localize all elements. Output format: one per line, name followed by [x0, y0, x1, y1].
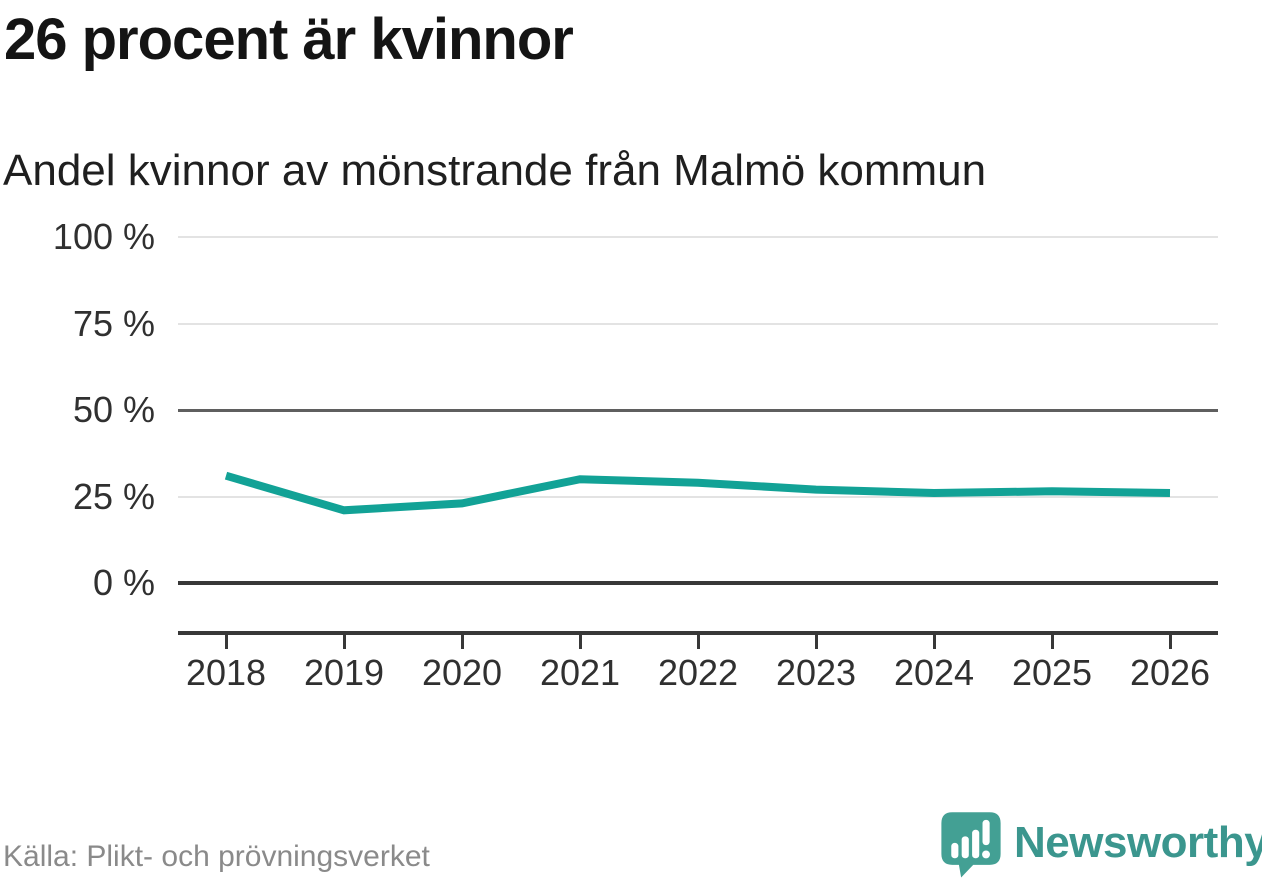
x-axis-tick — [814, 634, 818, 649]
newsworthy-bubble-chart-icon — [941, 812, 1001, 878]
x-axis-tick-label: 2018 — [185, 652, 267, 693]
y-axis-tick-label: 75 % — [72, 302, 155, 344]
x-axis-tick — [696, 634, 700, 649]
x-axis-tick-label: 2026 — [1129, 652, 1211, 693]
x-axis-tick-label: 2025 — [1011, 652, 1093, 693]
x-axis-tick-label: 2023 — [775, 652, 857, 693]
gridline-50 — [178, 408, 1218, 412]
x-axis-tick — [1050, 634, 1054, 649]
series-line-andel-kvinnor — [224, 471, 1171, 515]
gridline-75 — [178, 322, 1218, 325]
data-line-layer — [224, 471, 1171, 515]
x-axis-tick-label: 2024 — [893, 652, 975, 693]
y-axis-tick-label: 0 % — [92, 562, 155, 603]
y-axis-tick-label: 100 % — [52, 216, 155, 257]
newsworthy-logo: Newsworthy — [938, 810, 1262, 879]
x-axis-tick — [224, 634, 228, 649]
y-axis-tick-label: 25 % — [72, 475, 155, 517]
y-axis-tick-label: 50 % — [72, 389, 155, 430]
x-axis-tick-label: 2019 — [303, 652, 385, 693]
x-axis-tick — [460, 634, 464, 649]
x-axis-tick — [1168, 634, 1172, 649]
gridline-0 — [178, 581, 1218, 585]
x-axis-tick — [578, 634, 582, 649]
chart-subtitle: Andel kvinnor av mönstrande från Malmö k… — [3, 146, 987, 195]
newsworthy-wordmark: Newsworthy — [1014, 818, 1262, 867]
x-axis-tick-label: 2022 — [657, 652, 739, 693]
source-note: Källa: Plikt- och prövningsverket — [3, 840, 430, 873]
x-axis-tick — [342, 634, 346, 649]
x-axis-tick-label: 2020 — [421, 652, 503, 693]
chart-title: 26 procent är kvinnor — [4, 7, 574, 72]
x-axis-tick — [932, 634, 936, 649]
x-axis-tick-label: 2021 — [539, 652, 621, 693]
gridline-100 — [178, 236, 1218, 238]
gridline-25 — [178, 495, 1218, 498]
x-axis-line — [178, 631, 1218, 635]
